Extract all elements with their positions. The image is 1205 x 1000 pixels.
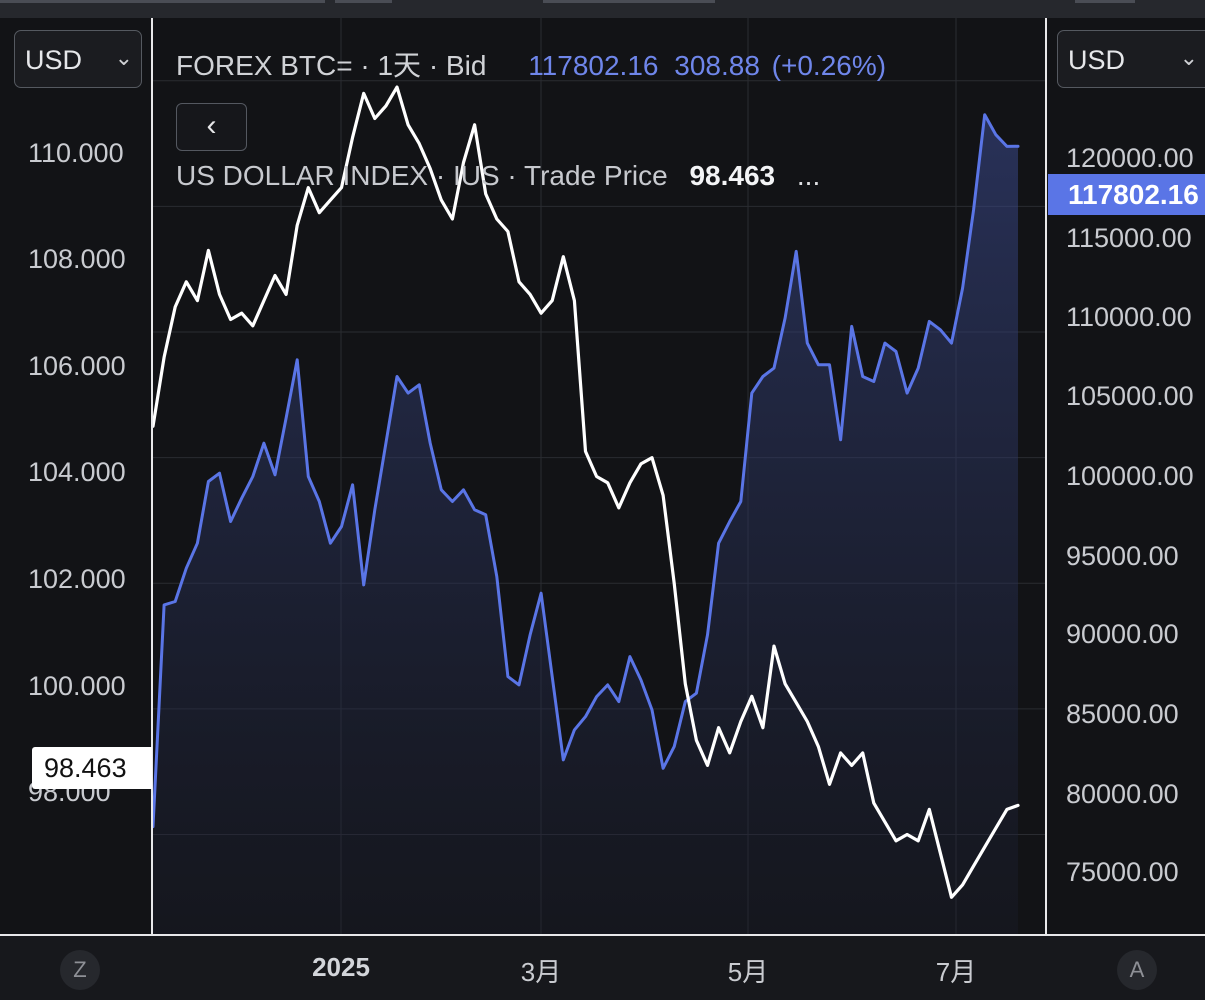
left-axis-tick: 100.000 [28,671,126,701]
left-axis-tick: 108.000 [28,244,126,274]
x-axis-tick: 7月 [935,957,977,987]
left-axis-tick: 102.000 [28,564,126,594]
chevron-down-icon: ⌄ [114,45,133,70]
right-axis-tick: 100000.00 [1066,461,1194,491]
bottom-axis-divider [0,934,1205,936]
right-currency-label: USD [1068,45,1126,75]
x-axis-tick: 2025 [312,952,370,982]
toolbar-tab-indicator [0,0,325,3]
right-axis-tick: 110000.00 [1066,302,1192,332]
top-toolbar-strip [0,0,1205,18]
toolbar-tab-indicator [335,0,392,3]
right-axis-tick: 75000.00 [1066,857,1179,887]
right-currency-select[interactable]: USD ⌄ [1057,30,1205,88]
auto-scale-button[interactable]: A [1117,950,1157,990]
btc-price: 117802.16 [528,50,659,81]
dxy-label: US DOLLAR INDEX · IUS · Trade Price [176,160,668,191]
collapse-legend-button[interactable]: ‹ [176,103,247,151]
right-axis-tick: 85000.00 [1066,699,1179,729]
right-axis-tick: 105000.00 [1066,381,1194,411]
btc-change-pct: (+0.26%) [771,50,887,81]
right-axis-divider [1045,18,1047,935]
time-axis[interactable] [0,936,1205,1000]
left-currency-select[interactable]: USD ⌄ [14,30,142,88]
btc-symbol: FOREX BTC= · 1天 · Bid [176,50,487,81]
right-axis-tick: 95000.00 [1066,541,1179,571]
zoom-toggle-button[interactable]: Z [60,950,100,990]
dxy-last-price-badge: 98.463 [32,747,152,789]
btc-area [153,114,1018,935]
left-axis-tick: 104.000 [28,457,126,487]
chevron-left-icon: ‹ [206,109,217,142]
legend-more-icon[interactable]: ... [796,160,821,191]
chart-canvas[interactable] [153,18,1046,935]
right-axis-tick: 90000.00 [1066,619,1179,649]
btc-last-price-badge: 117802.16 [1048,174,1205,215]
left-currency-label: USD [25,45,83,75]
dxy-value: 98.463 [689,160,776,191]
btc-legend[interactable]: FOREX BTC= · 1天 · Bid 117802.16 308.88 (… [176,44,886,84]
toolbar-tab-indicator [1075,0,1135,3]
left-axis-tick: 106.000 [28,351,126,381]
toolbar-tab-indicator [543,0,715,3]
chevron-down-icon: ⌄ [1179,45,1198,70]
x-axis-tick: 3月 [520,957,562,987]
right-axis-tick: 120000.00 [1066,143,1194,173]
right-axis-tick: 115000.00 [1066,223,1192,253]
right-axis-tick: 80000.00 [1066,779,1179,809]
left-axis-divider [151,18,153,935]
btc-change: 308.88 [674,50,760,81]
x-axis-tick: 5月 [727,957,769,987]
left-axis-tick: 110.000 [28,138,124,168]
right-price-axis[interactable] [1047,18,1205,935]
dxy-legend[interactable]: US DOLLAR INDEX · IUS · Trade Price 98.4… [176,160,820,192]
